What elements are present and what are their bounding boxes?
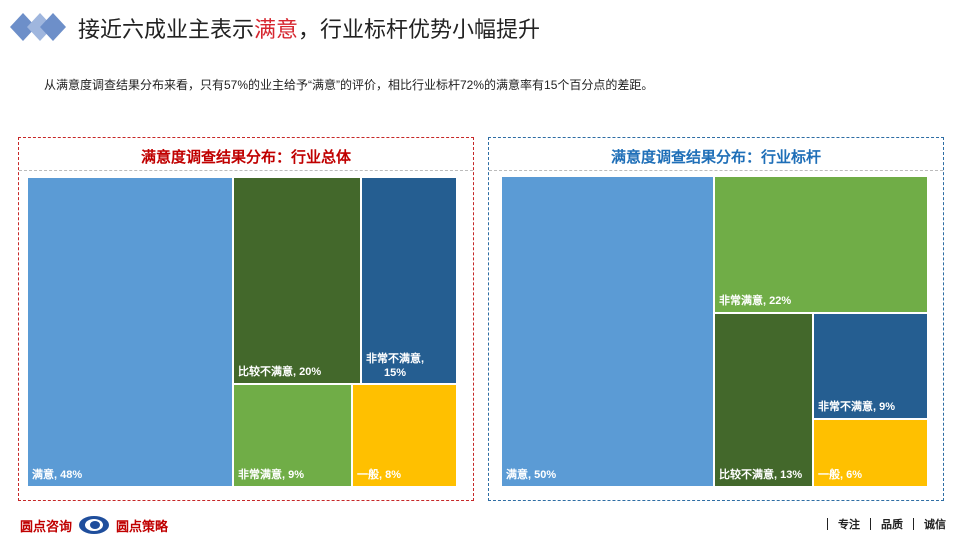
treemap-tile-label: 一般, 6% — [818, 469, 863, 481]
value-quality: 品质 — [881, 519, 903, 531]
treemap-tile-label: 非常满意, 9% — [238, 469, 305, 481]
panel-divider — [489, 170, 943, 171]
title-suffix: ，行业标杆优势小幅提升 — [298, 17, 541, 42]
treemap-tile: 非常满意, 22% — [714, 176, 928, 313]
value-divider — [827, 518, 828, 530]
page-subtitle: 从满意度调查结果分布来看，只有57%的业主给予“满意”的评价，相比行业标杆72%… — [44, 78, 654, 92]
panel-industry-overall: 满意度调查结果分布：行业总体 — [18, 137, 474, 501]
treemap-tile-label: 比较不满意, 20% — [238, 366, 322, 378]
value-focus: 专注 — [838, 519, 860, 531]
chart-title-benchmark: 满意度调查结果分布：行业标杆 — [610, 149, 821, 166]
treemap-tile-label: 满意, 48% — [32, 469, 83, 481]
treemap-tile: 一般, 8% — [352, 384, 457, 487]
treemap-tile: 非常不满意, 15% — [361, 177, 457, 384]
treemap-tile-label: 非常不满意, 9% — [818, 401, 896, 413]
treemap-tile-label: 满意, 50% — [506, 469, 557, 481]
panel-divider — [19, 170, 473, 171]
treemap-tile: 非常不满意, 9% — [813, 313, 928, 419]
title-accent: 满意 — [254, 17, 299, 42]
treemap-tile-label: 非常满意, 22% — [719, 295, 792, 307]
brand-name-consulting: 圆点咨询 — [20, 519, 73, 535]
brand-footer: 圆点咨询 圆点策略 — [20, 515, 168, 535]
treemap-tile: 比较不满意, 13% — [714, 313, 813, 487]
value-divider — [913, 518, 914, 530]
treemap-tile: 满意, 48% — [27, 177, 233, 487]
title-prefix: 接近六成业主表示 — [78, 17, 255, 42]
treemap-tile-label: 一般, 8% — [357, 469, 402, 481]
treemap-tile-label: 比较不满意, 13% — [719, 469, 803, 481]
brand-values: 专注 品质 诚信 — [817, 516, 946, 532]
chart-title-overall: 满意度调查结果分布：行业总体 — [140, 149, 351, 166]
treemap-tile: 非常满意, 9% — [233, 384, 352, 487]
value-integrity: 诚信 — [924, 519, 946, 531]
treemap-tile: 一般, 6% — [813, 419, 928, 487]
brand-logo-icon — [79, 516, 110, 534]
brand-name-strategy: 圆点策略 — [116, 519, 169, 535]
value-divider — [870, 518, 871, 530]
treemap-tile: 满意, 50% — [501, 176, 714, 487]
page-title: 接近六成业主表示满意，行业标杆优势小幅提升 — [78, 12, 540, 44]
treemap-tile-label: 非常不满意, 15% — [366, 353, 425, 379]
logo-diamonds-icon — [10, 13, 66, 41]
panel-industry-benchmark: 满意度调查结果分布：行业标杆 — [488, 137, 944, 501]
treemap-tile: 比较不满意, 20% — [233, 177, 361, 384]
